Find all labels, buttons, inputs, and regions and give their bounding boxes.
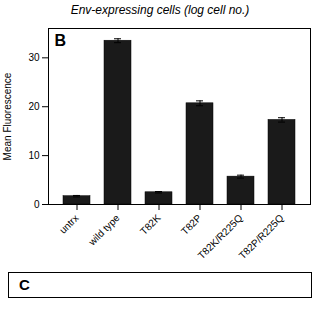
svg-text:T82K: T82K [138, 212, 163, 237]
svg-text:10: 10 [28, 150, 40, 161]
svg-text:T82P/R225Q: T82P/R225Q [237, 212, 286, 261]
svg-text:wild type: wild type [86, 212, 122, 248]
svg-text:30: 30 [28, 52, 40, 63]
svg-text:0: 0 [34, 199, 40, 210]
svg-text:T82K/R225Q: T82K/R225Q [195, 212, 245, 262]
svg-text:20: 20 [28, 101, 40, 112]
svg-text:B: B [55, 32, 67, 49]
html-text:C: C [19, 276, 30, 293]
svg-text:T82P: T82P [179, 212, 204, 237]
svg-text:Mean Fluorescence: Mean Fluorescence [2, 72, 13, 160]
svg-text:untrx: untrx [57, 212, 81, 236]
html-text:Env-expressing cells (log cell: Env-expressing cells (log cell no.) [70, 3, 250, 17]
